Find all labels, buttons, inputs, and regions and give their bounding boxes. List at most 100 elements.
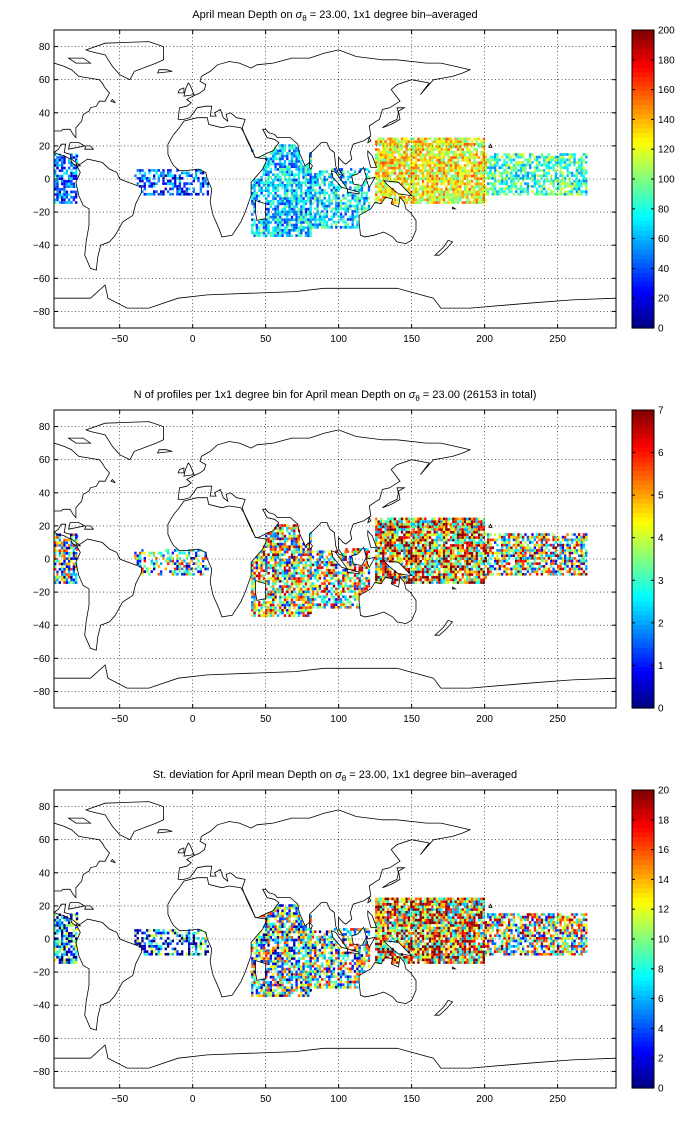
data-cell (59, 196, 61, 199)
data-cell (317, 176, 319, 179)
data-cell (515, 188, 517, 191)
data-cell (385, 536, 387, 539)
data-cell (267, 601, 269, 604)
data-cell (450, 539, 452, 542)
data-cell (422, 148, 424, 151)
data-cell (61, 201, 63, 204)
data-cell (487, 190, 489, 193)
data-cell (417, 576, 419, 579)
data-cell (415, 156, 417, 159)
data-cell (272, 545, 274, 548)
data-cell (576, 161, 578, 164)
data-cell (455, 563, 457, 566)
data-cell (260, 604, 262, 607)
data-cell (349, 577, 351, 580)
data-cell (455, 531, 457, 534)
data-cell (286, 187, 288, 190)
data-cell (548, 172, 550, 175)
data-cell (345, 548, 347, 551)
data-cell (417, 520, 419, 523)
data-cell (434, 531, 436, 534)
data-cell (480, 175, 482, 178)
data-cell (413, 576, 415, 579)
data-cell (382, 563, 384, 566)
data-cell (70, 164, 72, 167)
data-cell (272, 551, 274, 554)
data-cell (399, 544, 401, 547)
data-cell (464, 581, 466, 584)
data-cell (324, 577, 326, 580)
data-cell (403, 542, 405, 545)
data-cell (445, 164, 447, 167)
data-cell (387, 547, 389, 550)
data-cell (59, 563, 61, 566)
data-cell (506, 161, 508, 164)
data-cell (438, 549, 440, 552)
data-cell (335, 593, 337, 596)
data-cell (415, 539, 417, 542)
data-cell (298, 195, 300, 198)
data-cell (452, 180, 454, 183)
data-cell (340, 601, 342, 604)
data-cell (274, 229, 276, 232)
data-cell (431, 196, 433, 199)
data-cell (436, 539, 438, 542)
data-cell (415, 534, 417, 537)
data-cell (452, 199, 454, 202)
data-cell (443, 568, 445, 571)
data-cell (310, 205, 312, 208)
data-cell (356, 595, 358, 598)
data-cell (569, 161, 571, 164)
data-cell (75, 576, 77, 579)
data-cell (394, 534, 396, 537)
data-cell (75, 172, 77, 175)
data-cell (284, 165, 286, 168)
data-cell (137, 562, 139, 565)
data-cell (436, 568, 438, 571)
data-cell (452, 175, 454, 178)
data-cell (272, 564, 274, 567)
data-cell (310, 566, 312, 569)
data-cell (295, 527, 297, 530)
data-cell (576, 172, 578, 175)
data-cell (277, 575, 279, 578)
data-cell (317, 564, 319, 567)
data-cell (522, 180, 524, 183)
data-cell (319, 550, 321, 553)
data-cell (464, 167, 466, 170)
data-cell (450, 557, 452, 560)
data-cell (448, 201, 450, 204)
data-cell (293, 160, 295, 163)
data-cell (382, 534, 384, 537)
colorbar-tick-label: 80 (658, 204, 670, 215)
data-cell (200, 562, 202, 565)
data-cell (457, 180, 459, 183)
data-cell (483, 143, 485, 146)
data-cell (569, 185, 571, 188)
data-cell (527, 172, 529, 175)
data-cell (441, 531, 443, 534)
data-cell (300, 612, 302, 615)
data-cell (169, 554, 171, 557)
data-cell (406, 183, 408, 186)
data-cell (202, 560, 204, 563)
data-cell (63, 193, 65, 196)
data-cell (335, 208, 337, 211)
data-cell (424, 143, 426, 146)
data-cell (489, 159, 491, 162)
data-cell (258, 189, 260, 192)
data-cell (469, 201, 471, 204)
data-cell (406, 162, 408, 165)
data-cell (466, 143, 468, 146)
data-cell (310, 234, 312, 237)
data-cell (291, 200, 293, 203)
data-cell (452, 159, 454, 162)
data-cell (578, 169, 580, 172)
data-cell (510, 188, 512, 191)
data-cell (450, 185, 452, 188)
data-cell (375, 154, 377, 157)
data-cell (267, 176, 269, 179)
data-cell (68, 568, 70, 571)
data-cell (272, 160, 274, 163)
data-cell (158, 565, 160, 568)
